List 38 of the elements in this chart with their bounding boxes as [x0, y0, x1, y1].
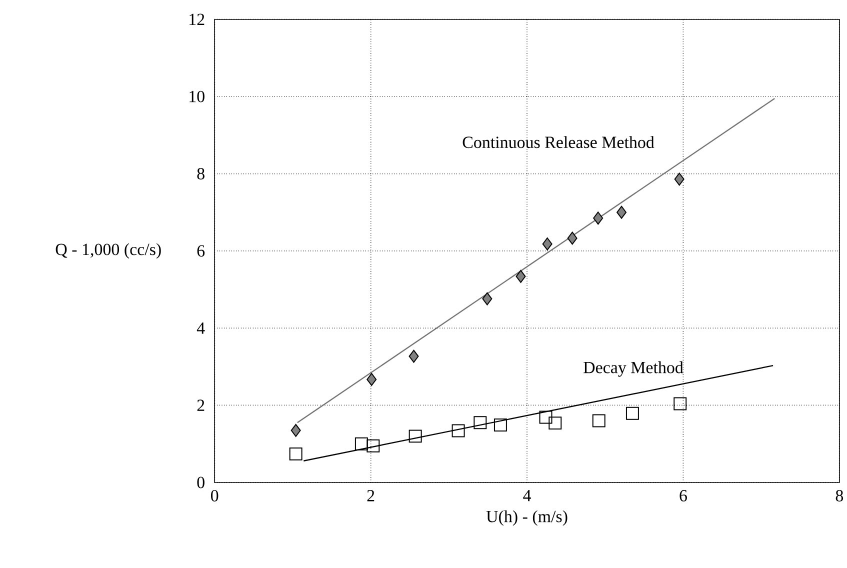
- point: [366, 439, 380, 452]
- point: [474, 416, 487, 430]
- point: [616, 206, 627, 219]
- point: [592, 414, 606, 428]
- y-tick-label: 12: [190, 14, 204, 26]
- point: [626, 406, 639, 420]
- point: [408, 430, 422, 443]
- point: [366, 372, 377, 386]
- point: [567, 232, 578, 245]
- point: [516, 270, 526, 283]
- y-axis-title: Q - 1,000 (cc/s): [56, 243, 161, 259]
- point: [674, 397, 687, 410]
- series-label: Decay Method: [584, 361, 684, 377]
- y-tick-label: 8: [197, 168, 204, 180]
- y-tick-label: 2: [197, 400, 204, 411]
- x-tick-label: 4: [523, 490, 531, 502]
- point: [548, 416, 562, 430]
- point: [408, 350, 419, 363]
- x-tick-label: 8: [836, 490, 844, 502]
- x-tick-label: 0: [211, 490, 218, 502]
- point: [290, 424, 301, 437]
- point: [482, 292, 492, 306]
- point: [494, 418, 507, 432]
- point: [542, 238, 552, 250]
- point: [539, 410, 552, 424]
- point: [593, 212, 604, 225]
- x-tick-label: 6: [680, 490, 687, 502]
- x-axis-title: U(h) - (m/s): [486, 510, 568, 526]
- point: [674, 172, 684, 186]
- point: [452, 424, 465, 438]
- series-label: Continuous Release Method: [462, 136, 654, 148]
- y-tick-label: 6: [197, 245, 205, 257]
- y-tick-label: 4: [196, 322, 205, 334]
- x-tick-label: 2: [367, 490, 374, 502]
- point: [354, 437, 368, 450]
- y-tick-label: 0: [197, 476, 204, 488]
- point: [289, 447, 302, 460]
- y-tick-label: 10: [190, 90, 204, 102]
